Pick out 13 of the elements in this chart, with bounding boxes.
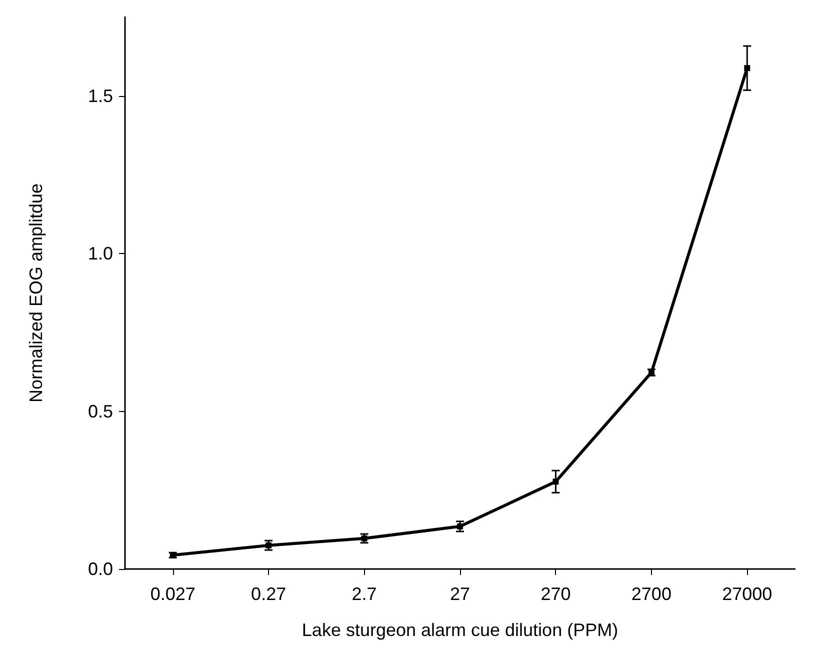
x-tick-label: 2700 bbox=[631, 584, 672, 604]
y-tick-label: 0.0 bbox=[88, 559, 113, 579]
x-axis-title: Lake sturgeon alarm cue dilution (PPM) bbox=[302, 620, 618, 640]
x-tick-label: 27000 bbox=[722, 584, 772, 604]
x-tick-label: 0.27 bbox=[251, 584, 286, 604]
x-tick-label: 27 bbox=[450, 584, 470, 604]
y-axis-title: Normalized EOG amplitdue bbox=[26, 183, 46, 403]
y-tick-label: 0.5 bbox=[88, 401, 113, 422]
x-tick-label: 0.027 bbox=[150, 584, 196, 604]
y-tick-label: 1.0 bbox=[88, 244, 113, 264]
y-tick-label: 1.5 bbox=[88, 86, 113, 106]
x-tick-label: 2.7 bbox=[352, 584, 377, 604]
x-tick-label: 270 bbox=[540, 584, 571, 604]
